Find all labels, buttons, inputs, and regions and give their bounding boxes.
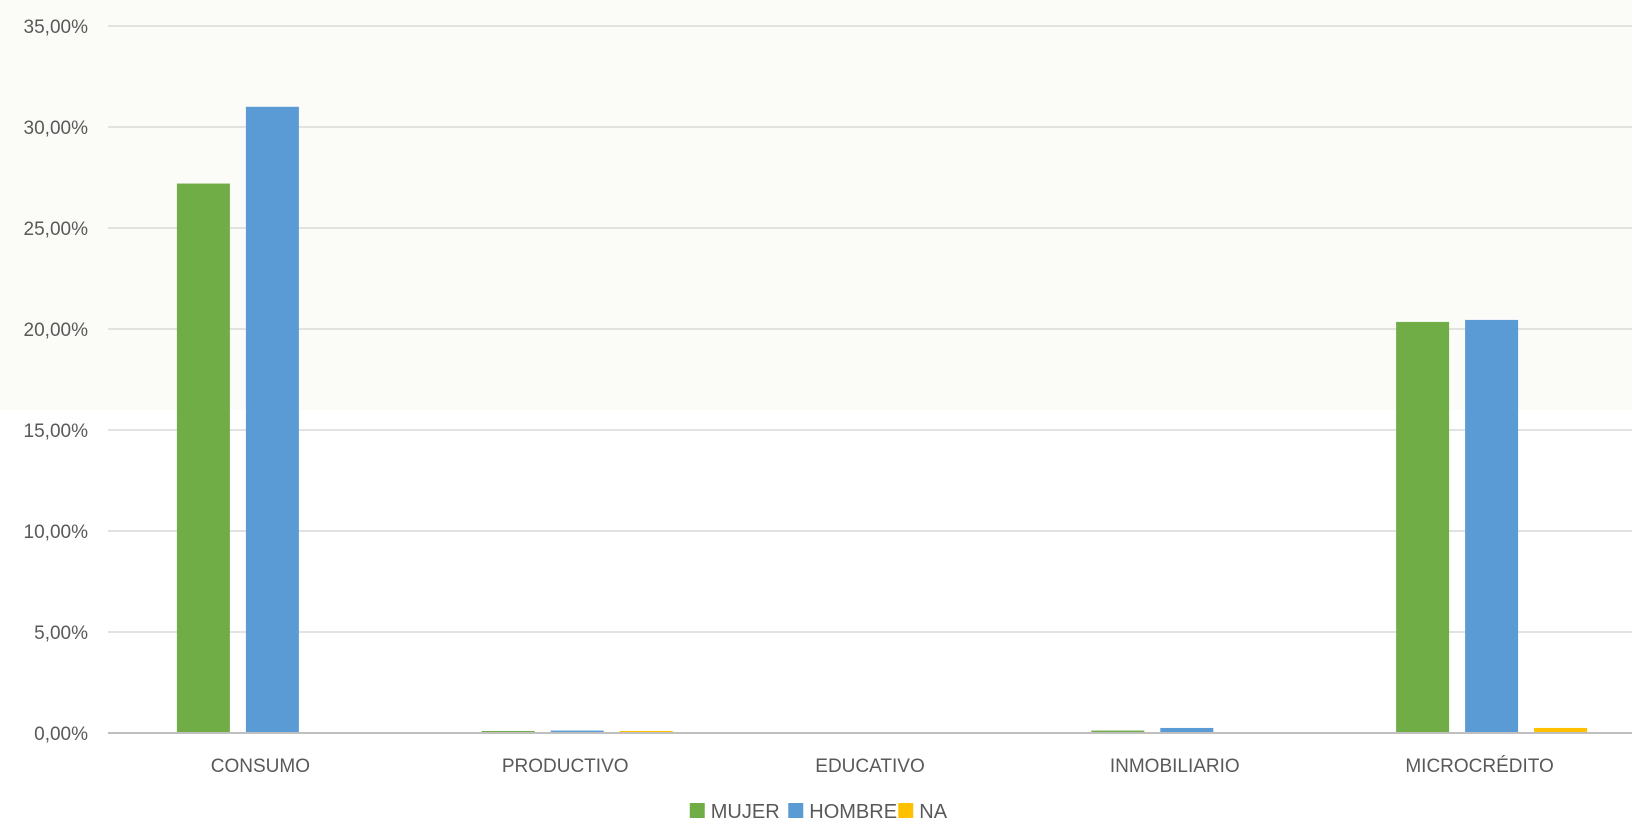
x-category-label: PRODUCTIVO [502,756,629,777]
bar [176,183,230,733]
x-category-label: EDUCATIVO [815,756,924,777]
legend-label: NA [919,801,947,823]
bar [245,106,299,734]
y-tick-label: 0,00% [34,724,88,745]
x-category-label: INMOBILIARIO [1110,756,1240,777]
x-category-label: MICROCRÉDITO [1405,756,1553,777]
legend-swatch [788,803,804,818]
bar [1396,321,1450,733]
bar [1534,727,1588,733]
legend-label: MUJER [711,801,780,823]
y-tick-label: 20,00% [24,320,89,341]
bar [550,730,604,733]
x-category-label: CONSUMO [211,756,310,777]
y-tick-label: 10,00% [24,522,89,543]
y-tick-label: 15,00% [24,421,89,442]
bar [1091,730,1145,733]
bar [1465,319,1519,733]
legend-label: HOMBRE [809,801,897,823]
bar [1160,727,1214,733]
legend-swatch [898,803,914,818]
y-tick-label: 30,00% [24,118,89,139]
legend-swatch [689,803,705,818]
y-tick-label: 35,00% [24,17,89,38]
plot-background-tint [0,0,1632,410]
y-tick-label: 25,00% [24,219,89,240]
y-tick-label: 5,00% [34,623,88,644]
legend: MUJER HOMBRE NA [689,801,948,823]
